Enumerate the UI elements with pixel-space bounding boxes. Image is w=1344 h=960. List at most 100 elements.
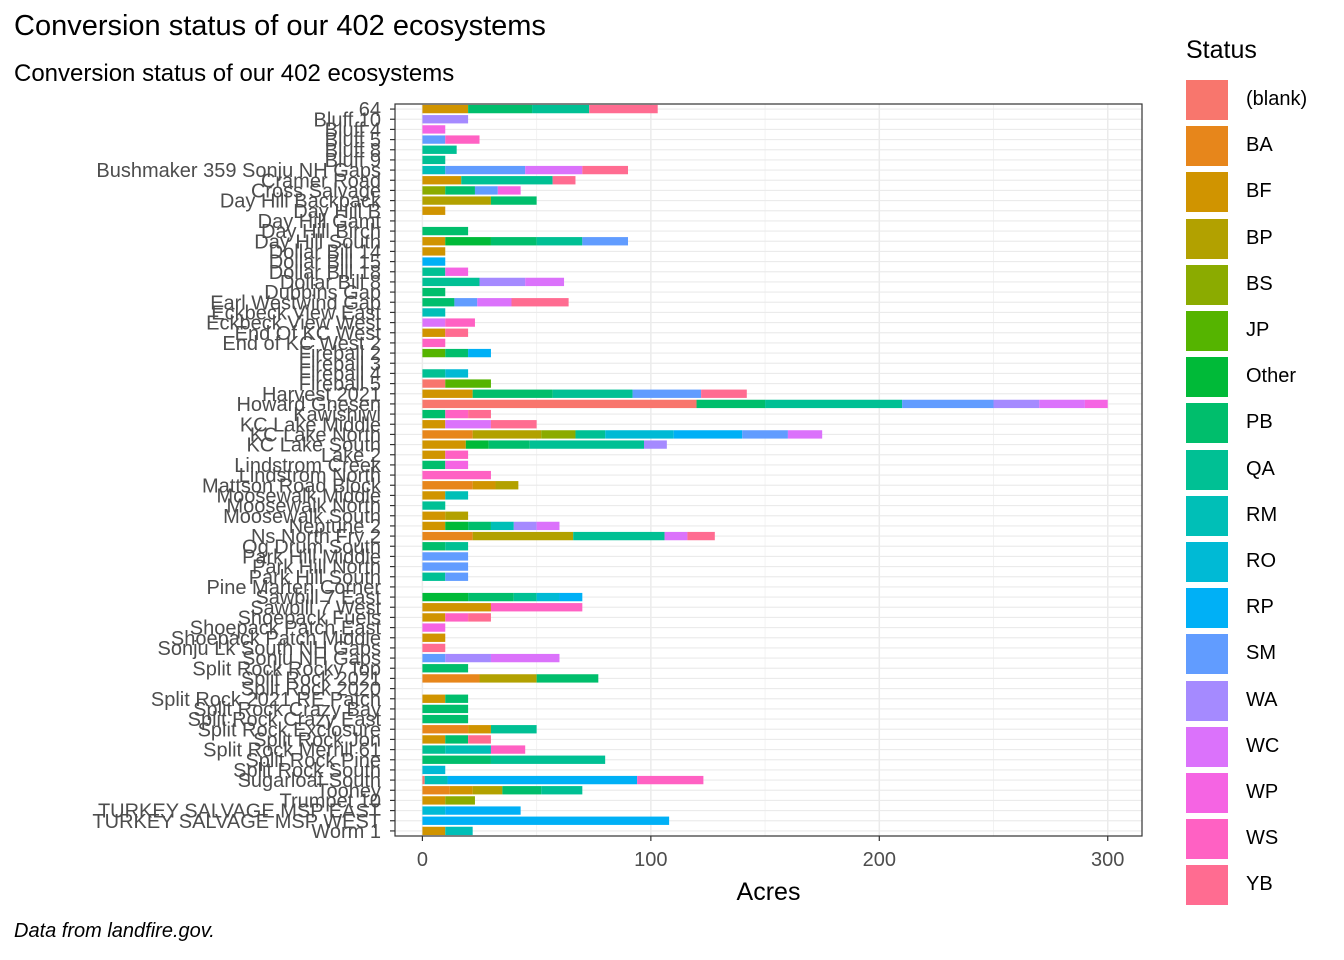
bar-segment: Split Rock Crazy East — PB: 20 [422,714,469,724]
y-tick-label: Sonju Lk South NH Gaps [158,638,381,660]
y-tick-label: Moosewalk Middle [216,485,381,507]
bar-segment: TURKEY SALVAGE MSP EAST — RP: 33 [445,806,521,815]
bar-segment: Split Rock Jon — BF: 10 [422,735,446,744]
y-tick-label: Sawbill 7 West [250,597,381,619]
bar-segment: Neptune 2 — WC: 10 [536,521,560,531]
bar-segment: Dubbins Gap — PB: 10 [422,287,446,297]
bar-segment: Toohey — PB: 17 [502,786,542,795]
bar-segment: Earl Westwind Gap — SM: 10 [454,298,478,307]
y-tick-label: KC Lake North [250,424,381,446]
bar-segment: End Of KC West — BF: 10 [422,328,446,337]
panel-border [394,103,1143,837]
legend-swatch [1186,449,1228,490]
bar-segment: KC Lake South — Other: 10 [465,440,489,449]
bar-segment: Cross Salvage — BS: 10 [422,186,446,195]
bar-segment: Neptune 2 — Other: 10 [445,521,469,531]
chart-title: Conversion status of our 402 ecosystems [14,10,546,42]
bar-segment: Bushmaker 359 Sonju NH Gaps — SM: 35 [445,165,526,175]
y-tick-label: Cramer Road [261,170,381,192]
bar-segment: Og Drum South — PB: 10 [422,542,446,551]
y-tick-label: Bushmaker 359 Sonju NH Gaps [96,160,381,182]
bar-segment: Ns North Fry 2 — QA: 40 [573,531,665,541]
y-tick-label: Eckbeck View West [206,313,381,335]
bar-segment: End Of KC West — YB: 10 [445,328,469,337]
legend-item: YB [1186,863,1336,906]
y-tick-label: Split Rock Crazy Bay [193,699,381,721]
bar-segment: Bluff 8 — QA: 15 [422,145,457,154]
bar-segment: Bushmaker 359 Sonju NH Gaps — WC: 25 [525,165,583,175]
bar-segment: Dollar Bill 8 — WC: 17 [525,277,565,287]
y-tick-label: Dubbins Gap [264,282,381,304]
bar-segment: TURKEY SALVAGE MSP EAST — RO: 10 [422,806,446,815]
bar-segment: Lindstrom North — WS: 30 [422,470,491,480]
y-tick-label: Park Hill Middle [242,546,381,568]
bar-segment: Sonju NH Gaps — SM: 10 [422,653,446,663]
bar-segment: Sawbill 7 East — Other: 20 [422,592,469,602]
bar-segment: Bluff 4 — WP: 10 [422,125,446,134]
bar-segment: Split Rock Pine — PB: 30 [422,755,491,764]
bar-segment: Ns North Fry 2 — YB: 12 [687,531,715,541]
bar-segment: Moosewalk South — BF: 10 [422,511,446,520]
bar-segment: Howard Gnesen — (blank): 120 [422,399,697,409]
bar-segment: Moosewalk North — QA: 10 [422,501,446,510]
legend-swatch [1186,218,1228,259]
y-tick-label: Harvest 2021 [262,384,381,406]
legend-label: WP [1246,781,1279,803]
y-tick-label: Moosewalk North [226,496,381,518]
bar-segment: Day Hill Birch — PB: 20 [422,226,469,236]
legend-item: QA [1186,448,1336,490]
bars: 64 — BF: 2064 — PB: 2864 — QA: 2564 — YB… [422,104,1108,836]
bar-segment: Dollar Bill 14 — BF: 10 [422,247,446,256]
y-tick-label: Trumpet 10 [279,790,381,812]
bar-segment: Eckbeck View East — RM: 10 [422,308,446,317]
y-tick-label: Neptune 2 [289,516,381,538]
y-tick-label: Dollar Bill 18 [269,262,381,284]
bar-segment: KC Lake Middle — BF: 10 [422,420,446,429]
y-tick-label: Shoepack Patch East [190,618,382,640]
bar-segment: KC Lake North — BS: 15 [541,430,576,439]
bar-segment: Sonju Lk South NH Gaps — YB: 10 [422,643,446,653]
y-tick-label: Day Hill Gamt [258,211,382,233]
bar-segment: Eckbeck View West — WC: 10 [422,318,446,327]
y-tick-label: 64 [359,99,381,121]
bar-segment: Lake 2 — BF: 10 [422,450,446,459]
bar-segment: Howard Gnesen — WA: 20 [993,399,1040,409]
y-tick-label: Mattson Road Block [202,475,382,497]
legend-item: BA [1186,124,1336,167]
bar-segment: Shoepack Patch Middle — BF: 10 [422,633,446,642]
bar-segment: Day Hill South — SM: 20 [582,237,629,246]
legend-item: WC [1186,725,1336,767]
bar-segment: Neptune 2 — PB: 10 [468,521,491,531]
bar-segment: Sugarloaf South — RM: 10 [424,775,448,785]
legend-swatch [1186,726,1228,767]
legend-label: BA [1246,134,1273,157]
bar-segment: Split Rock 2021 — BA: 25 [422,674,480,683]
y-tick-label: Split Rock 2021 RE Patch [151,689,381,711]
bar-segment: Bluff 9 — QA: 10 [422,155,446,165]
bar-segment: Day Hill South — Other: 20 [445,237,491,246]
bar-segment: Dollar Bill 15 — RP: 10 [422,257,446,266]
bar-segment: Park Hill South — SM: 10 [445,572,469,581]
legend-label: RO [1246,550,1276,572]
y-tick-label: Cross Salvage [251,180,381,202]
y-tick-label: Park Hill North [252,557,381,579]
legend-swatch [1186,264,1228,305]
bar-segment: KC Lake South — WA: 10 [644,440,667,449]
bar-segment: Worm 1 — BF: 10 [422,826,446,836]
legend-item: RM [1186,494,1336,536]
bar-segment: Worm 1 — RM: 12 [445,826,473,836]
bar-segment: Neptune 2 — WA: 10 [513,521,537,531]
legend-item: Other [1186,355,1336,398]
bar-segment: Fireball 4 — RO: 10 [445,369,469,378]
legend-item: BP [1186,217,1336,259]
bar-segment: Split Rock 2021 — BP: 25 [479,674,537,683]
bar-segment: Howard Gnesen — WP: 10 [1084,399,1108,409]
y-tick-label: TURKEY SALVAGE MSP WEST [92,811,381,833]
caption: Data from landfire.gov. [14,920,215,942]
legend-swatch [1186,542,1228,582]
plot-panel [395,104,1142,836]
legend-swatch [1186,172,1228,213]
bar-segment: Sawbill 7 West — WS: 40 [490,603,583,612]
y-tick-label: Worm 1 [311,821,381,843]
